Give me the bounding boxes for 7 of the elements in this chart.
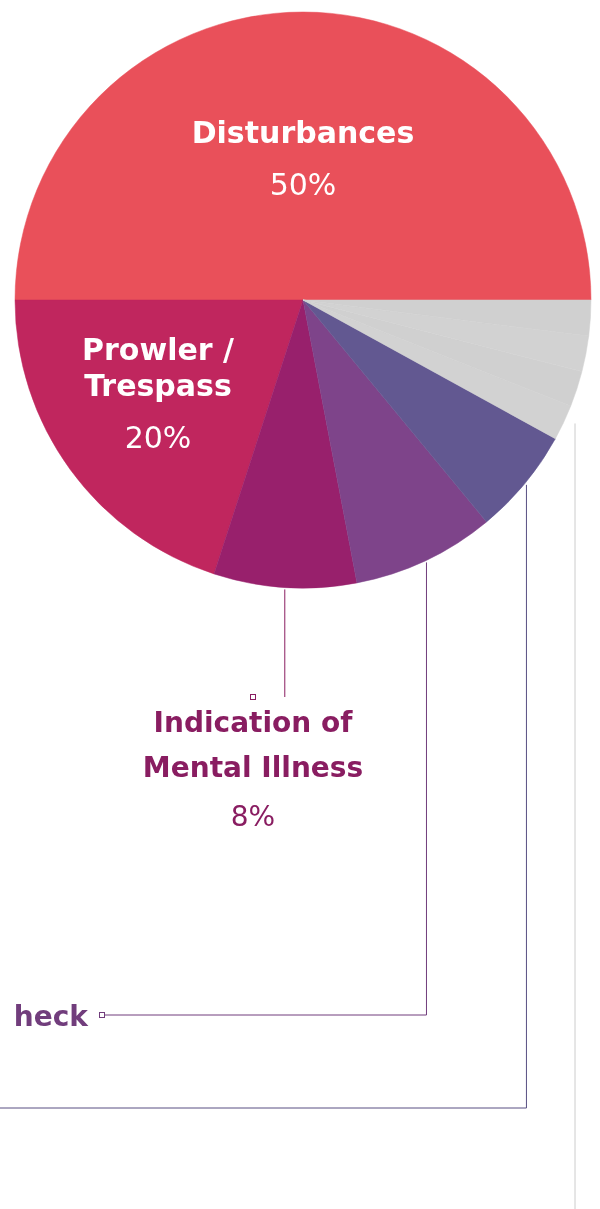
legend-label: heck <box>13 1000 90 1033</box>
data-label: 50% <box>269 166 337 202</box>
slice-label: Disturbances <box>191 114 415 150</box>
slice-label: Indication of Mental Illness <box>142 706 364 784</box>
data-label: 20% <box>124 420 192 455</box>
data-label: 8% <box>230 800 276 833</box>
slice-label: Prowler / Trespass <box>82 332 235 403</box>
